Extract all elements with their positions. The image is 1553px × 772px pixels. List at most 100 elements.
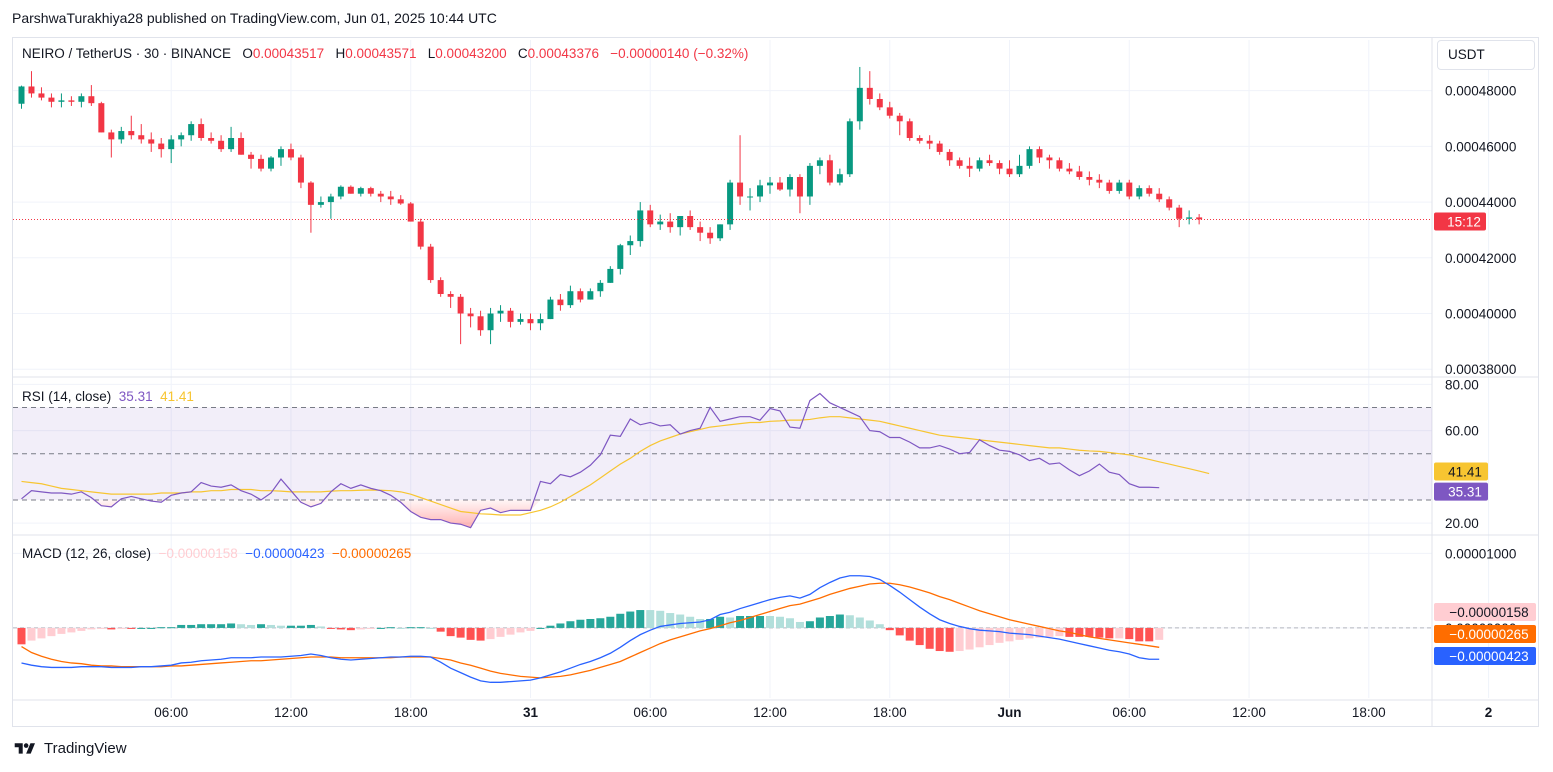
macd-histogram-bar [706, 618, 715, 628]
macd-histogram-bar [57, 627, 66, 634]
candle-body [198, 124, 205, 138]
candle-body [38, 93, 45, 98]
candle-body [647, 210, 654, 225]
macd-histogram-bar [177, 624, 186, 628]
candle-body [78, 96, 85, 102]
macd-histogram-bar [1155, 627, 1164, 640]
macd-histogram-bar [466, 627, 475, 640]
macd-histogram-bar [626, 611, 635, 628]
macd-tick-label: 0.00001000 [1445, 546, 1516, 561]
time-tick-label: Jun [998, 705, 1022, 720]
macd-title[interactable]: MACD (12, 26, close) [22, 546, 152, 561]
time-tick-label: 18:00 [1352, 705, 1386, 720]
time-tick-label: 06:00 [154, 705, 188, 720]
candle-body [497, 310, 504, 314]
macd-histogram-bar [386, 627, 395, 629]
high-value: 0.00043571 [345, 46, 417, 61]
candle-body [1016, 165, 1023, 175]
macd-histogram-bar [746, 616, 755, 628]
candle-body [667, 221, 674, 228]
low-value: 0.00043200 [435, 46, 507, 61]
rsi-ma-badge-bg [1434, 462, 1488, 481]
macd-histogram-bar [975, 627, 984, 648]
macd-histogram-bar [785, 618, 794, 628]
macd-legend: MACD (12, 26, close) −0.00000158 −0.0000… [22, 546, 411, 561]
candle-body [148, 139, 155, 144]
macd-histogram-bar [137, 627, 146, 629]
candle-body [796, 177, 803, 197]
candle-body [387, 196, 394, 200]
macd-histogram-bar [885, 627, 894, 631]
macd-histogram-bar [217, 624, 226, 628]
macd-histogram-bar [127, 627, 136, 629]
chart-container [12, 37, 1539, 727]
macd-hist-badge-bg [1434, 603, 1536, 621]
macd-histogram-bar [1045, 627, 1054, 637]
candle-body [377, 193, 384, 197]
candle-body [28, 86, 35, 94]
rsi-oversold-fill [91, 499, 541, 528]
candle-body [946, 151, 953, 161]
macd-line [21, 575, 1160, 683]
signal-badge-bg [1434, 625, 1536, 643]
macd-histogram-bar [895, 627, 904, 636]
macd-histogram-bar [606, 616, 615, 628]
macd-histogram-bar [586, 618, 595, 628]
macd-histogram-bar [426, 627, 435, 629]
macd-histogram-bar [356, 627, 365, 630]
macd-histogram-bar [775, 616, 784, 628]
low-label: L [427, 46, 436, 61]
macd-histogram-bar [1115, 627, 1124, 639]
candle-body [876, 99, 883, 108]
macd-histogram-bar [237, 624, 246, 628]
candle-body [317, 202, 324, 205]
rsi-ma-badge: 41.41 [1448, 465, 1482, 480]
time-tick-label: 12:00 [753, 705, 787, 720]
candle-body [218, 140, 225, 150]
countdown-badge-bg [1434, 212, 1486, 231]
symbol-label[interactable]: NEIRO / TetherUS · 30 · BINANCE [22, 46, 232, 61]
candle-body [1166, 199, 1173, 208]
candle-body [1116, 182, 1123, 191]
rsi-title[interactable]: RSI (14, close) [22, 389, 112, 404]
time-tick-label: 06:00 [1112, 705, 1146, 720]
macd-histogram-bar [17, 627, 26, 645]
macd-histogram-bar [676, 614, 685, 628]
candle-body [607, 268, 614, 283]
macd-histogram-bar [1035, 627, 1044, 638]
candle-body [816, 160, 823, 166]
rsi-tick-label: 80.00 [1445, 377, 1479, 392]
candle-body [1156, 193, 1163, 200]
macd-histogram-bar [506, 627, 515, 635]
candle-body [767, 182, 773, 186]
time-tick-label: 18:00 [873, 705, 907, 720]
macd-histogram-bar [855, 617, 864, 628]
candle-body [687, 216, 694, 228]
candle-body [507, 310, 514, 322]
footer-brand[interactable]: TradingView [44, 740, 127, 757]
candle-body [487, 313, 494, 331]
macd-histogram-bar [416, 627, 425, 629]
candle-body [966, 165, 973, 169]
candle-body [677, 216, 684, 228]
rsi-value: 35.31 [118, 389, 153, 404]
rsi-legend: RSI (14, close) 35.31 41.41 [22, 389, 194, 404]
candle-body [1176, 207, 1183, 219]
macd-histogram-bar [1095, 627, 1104, 638]
macd-histogram-bar [157, 627, 166, 629]
macd-histogram-bar [516, 627, 525, 633]
candle-body [896, 115, 903, 122]
candle-body [547, 299, 554, 320]
candle-body [1076, 171, 1083, 177]
time-tick-label: 12:00 [1232, 705, 1266, 720]
rsi-line [21, 392, 1160, 529]
macd-value: −0.00000423 [245, 546, 325, 561]
candle-body [208, 138, 215, 141]
currency-button[interactable]: USDT [1437, 40, 1535, 70]
macd-histogram-bar [935, 627, 944, 652]
signal-badge: −0.00000265 [1449, 627, 1528, 642]
macd-histogram-bar [815, 617, 824, 628]
candle-body [916, 138, 923, 141]
macd-histogram-bar [257, 624, 266, 628]
